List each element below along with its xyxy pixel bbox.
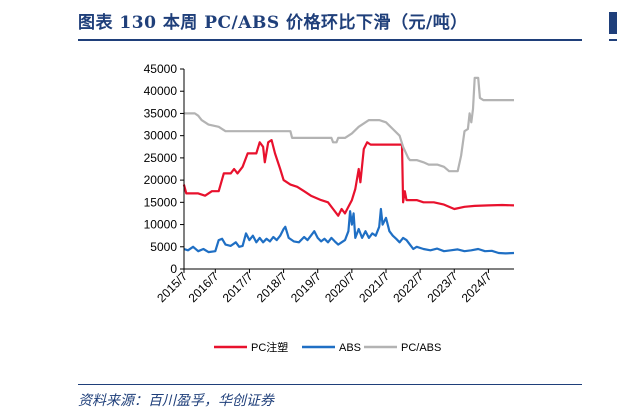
y-tick-label: 30000 [144,129,178,143]
x-tick-label: 2022/7 [390,269,426,305]
y-tick-label: 35000 [144,106,178,120]
legend-label-1: PC注塑 [251,340,288,354]
title-rule [78,39,582,41]
chart-legend: PC注塑 ABS PC/ABS [214,340,441,354]
legend-label-2: ABS [339,342,361,354]
chart-title: 图表 130 本周 PC/ABS 价格环比下滑（元/吨） [78,13,468,33]
y-tick-label: 5000 [150,240,177,254]
y-tick-label: 25000 [144,151,178,165]
y-tick-label: 15000 [144,195,178,209]
chart-axes: 0 5000 10000 15000 20000 25000 30000 35000 40000… [144,62,514,305]
series-line-1 [182,139,515,217]
x-tick-label: 2017/7 [220,269,256,305]
adjacent-figure-edge [609,12,617,34]
x-tick-label: 2018/7 [254,269,290,305]
series-line-3 [183,76,514,173]
x-tick-label: 2024/7 [459,269,495,305]
y-tick-label: 10000 [144,218,178,232]
series-line-2 [183,207,515,255]
source-rule [78,384,582,385]
y-tick-label: 0 [170,262,177,276]
source-note: 资料来源：百川盈孚，华创证券 [78,393,274,409]
adjacent-figure-rule [609,39,617,41]
legend-label-3: PC/ABS [401,342,441,354]
x-tick-label: 2021/7 [356,269,392,305]
y-tick-label: 20000 [144,173,178,187]
x-tick-label: 2023/7 [425,269,461,305]
y-tick-label: 45000 [144,62,178,76]
series-lines [182,76,515,255]
x-tick-label: 2019/7 [288,269,324,305]
y-tick-label: 40000 [144,84,178,98]
x-tick-label: 2016/7 [186,269,222,305]
x-tick-label: 2020/7 [322,269,358,305]
